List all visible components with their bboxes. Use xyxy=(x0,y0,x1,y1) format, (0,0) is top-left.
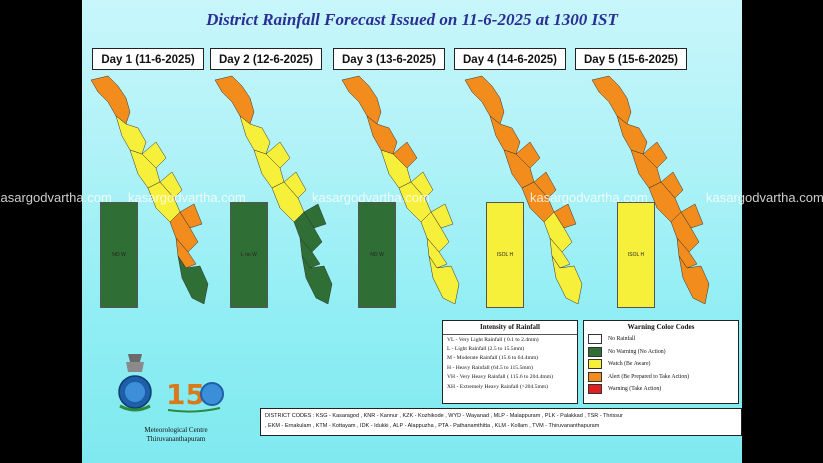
district-codes-line2: , EKM - Ernakulam , KTM - Kottayam , IDK… xyxy=(265,423,600,429)
org-line2: Thiruvananthapuram xyxy=(146,435,206,443)
warning-codes-title: Warning Color Codes xyxy=(627,323,695,331)
intensity-row: VH - Very Heavy Rainfall ( 115.6 to 204.… xyxy=(447,374,553,381)
warning-code-label: Alert (Be Prepared to Take Action) xyxy=(608,373,690,380)
day5-kerala-map xyxy=(591,75,710,305)
imd-emblem-icon xyxy=(118,354,152,412)
page-title: District Rainfall Forecast Issued on 11-… xyxy=(206,10,618,29)
warning-code-label: Watch (Be Aware) xyxy=(608,361,651,368)
day2-kerala-map xyxy=(214,75,333,305)
forecast-panel: District Rainfall Forecast Issued on 11-… xyxy=(82,0,742,463)
warning-code-label: No Rainfall xyxy=(608,336,636,343)
day2-bar: L no W xyxy=(230,202,268,308)
intensity-legend: Intensity of Rainfall VL - Very Light Ra… xyxy=(442,320,578,404)
warning-code-row: Warning (Take Action) xyxy=(584,383,738,396)
district-codes: DISTRICT CODES : KSG - Kasaragod , KNR -… xyxy=(260,408,742,436)
svg-text:15: 15 xyxy=(166,378,205,411)
intensity-title: Intensity of Rainfall xyxy=(443,321,577,335)
watermark-text: kasargodvartha.com xyxy=(706,190,823,205)
watermark-text: kasargodvartha.com xyxy=(530,190,648,205)
warning-code-label: No Warning (No Action) xyxy=(608,348,666,355)
day1-kerala-map xyxy=(90,75,209,305)
day3-kerala-map xyxy=(341,75,460,305)
day3-bar: NO W xyxy=(358,202,396,308)
swatch-orange xyxy=(588,371,602,382)
watermark-text: kasargodvartha.com xyxy=(128,190,246,205)
watermark-text: kasargodvartha.com xyxy=(312,190,430,205)
swatch-yellow xyxy=(588,359,602,370)
intensity-row: VL - Very Light Rainfall ( 0.1 to 2.4mm) xyxy=(447,336,539,343)
day1-bar: NO W xyxy=(100,202,138,308)
day4-bar: ISOL H xyxy=(486,202,524,308)
day3-header: Day 3 (13-6-2025) xyxy=(333,48,445,70)
swatch-green xyxy=(588,346,602,357)
day4-header: Day 4 (14-6-2025) xyxy=(454,48,566,70)
intensity-row: XH - Extremely Heavy Rainfall (>204.5mm) xyxy=(447,383,549,390)
swatch-white xyxy=(588,334,602,345)
warning-code-row: No Rainfall xyxy=(584,333,738,346)
intensity-row: L - Light Rainfall (2.5 to 15.5mm) xyxy=(447,346,525,353)
day5-header: Day 5 (15-6-2025) xyxy=(575,48,687,70)
warning-code-label: Warning (Take Action) xyxy=(608,386,662,393)
warning-color-legend: Warning Color Codes No Rainfall No Warni… xyxy=(583,320,739,404)
organization-name: Meteorological Centre Thiruvananthapuram xyxy=(106,426,246,444)
swatch-red xyxy=(588,384,602,395)
intensity-row: M - Moderate Rainfall (15.6 to 64.4mm) xyxy=(447,355,539,362)
org-line1: Meteorological Centre xyxy=(144,426,208,434)
day4-kerala-map xyxy=(464,75,583,305)
warning-code-row: No Warning (No Action) xyxy=(584,346,738,359)
150-years-logo-icon: 15 xyxy=(166,378,224,413)
warning-code-row: Alert (Be Prepared to Take Action) xyxy=(584,371,738,384)
watermark-text: kasargodvartha.com xyxy=(0,190,112,205)
intensity-row: H - Heavy Rainfall (64.5 to 115.5mm) xyxy=(447,364,533,371)
day1-header: Day 1 (11-6-2025) xyxy=(92,48,204,70)
warning-code-row: Watch (Be Aware) xyxy=(584,358,738,371)
district-codes-line1: DISTRICT CODES : KSG - Kasaragod , KNR -… xyxy=(265,413,623,419)
day2-header: Day 2 (12-6-2025) xyxy=(210,48,322,70)
day5-bar: ISOL H xyxy=(617,202,655,308)
